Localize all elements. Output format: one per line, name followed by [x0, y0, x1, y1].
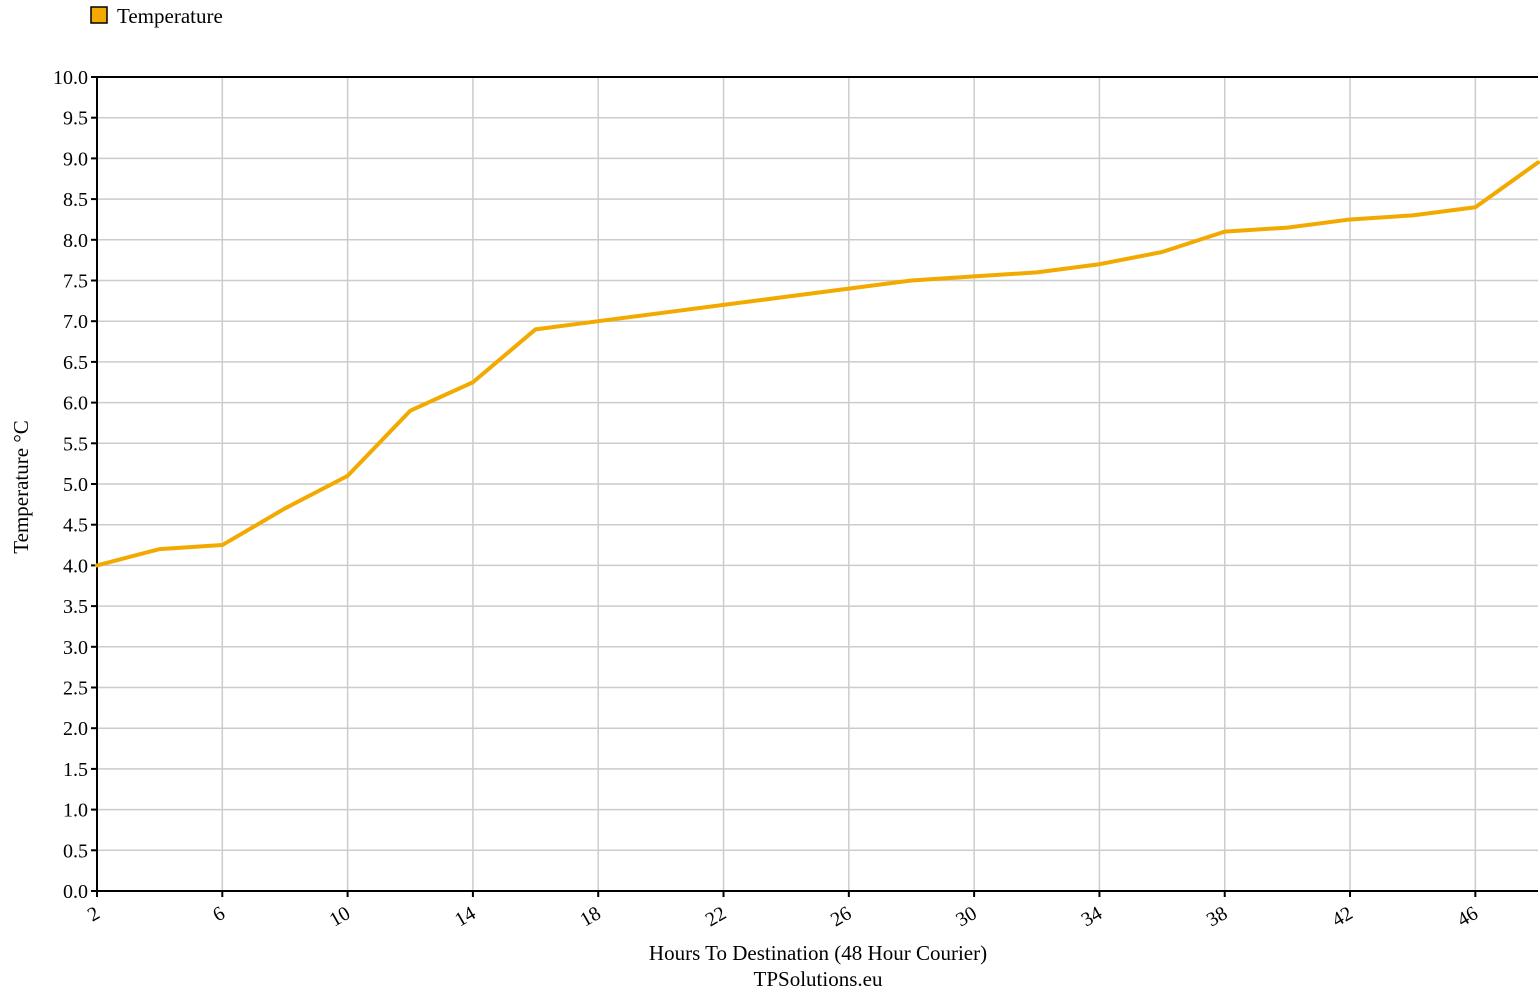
chart-credit: TPSolutions.eu: [754, 967, 883, 991]
legend-swatch-temperature: [90, 6, 108, 24]
x-tick-label: 38: [1203, 902, 1231, 931]
x-tick-label: 34: [1078, 902, 1106, 931]
x-tick-label: 22: [702, 902, 730, 931]
y-axis-title: Temperature °C: [9, 420, 33, 553]
x-axis-title: Hours To Destination (48 Hour Courier): [649, 941, 987, 965]
grid: [97, 76, 1538, 891]
x-tick-label: 30: [952, 902, 980, 931]
x-tick-label: 10: [326, 902, 354, 931]
x-tick-label: 26: [827, 902, 855, 931]
y-tick-label: 8.5: [63, 189, 88, 211]
y-tick-label: 5.5: [63, 433, 88, 455]
y-axis-ticks: 0.0 0.5 1.0 1.5 2.0 2.5 3.0 3.5 4.0 4.5 5.0 5.5 6.0 6…: [53, 67, 97, 903]
y-tick-label: 6.0: [63, 393, 88, 415]
y-tick-label: 7.0: [63, 311, 88, 333]
y-tick-label: 3.0: [63, 637, 88, 659]
y-tick-label: 9.5: [63, 108, 88, 130]
y-tick-label: 1.0: [63, 800, 88, 822]
x-axis-ticks: 2 6 10 14 18 22 26 30 34 38 42 46: [84, 891, 1482, 931]
legend-label-temperature: Temperature: [117, 4, 223, 28]
y-tick-label: 2.5: [63, 678, 88, 700]
x-tick-label: 6: [209, 902, 229, 926]
x-tick-label: 18: [576, 902, 604, 931]
legend: Temperature: [90, 4, 223, 28]
x-tick-label: 14: [451, 902, 479, 931]
y-tick-label: 2.0: [63, 718, 88, 740]
y-tick-label: 4.5: [63, 515, 88, 537]
y-tick-label: 1.5: [63, 759, 88, 781]
y-tick-label: 3.5: [63, 596, 88, 618]
series-line-temperature: [95, 160, 1540, 568]
y-tick-label: 9.0: [63, 148, 88, 170]
y-tick-label: 5.0: [63, 474, 88, 496]
x-tick-label: 42: [1328, 902, 1356, 931]
y-tick-label: 6.5: [63, 352, 88, 374]
y-tick-label: 7.5: [63, 271, 88, 293]
y-tick-label: 8.0: [63, 230, 88, 252]
y-tick-label: 0.0: [63, 881, 88, 903]
y-tick-label: 4.0: [63, 555, 88, 577]
series-layer: [95, 160, 1540, 568]
y-tick-label: 0.5: [63, 840, 88, 862]
x-tick-label: 2: [84, 902, 104, 926]
x-tick-label: 46: [1454, 902, 1482, 931]
y-tick-label: 10.0: [53, 67, 88, 89]
